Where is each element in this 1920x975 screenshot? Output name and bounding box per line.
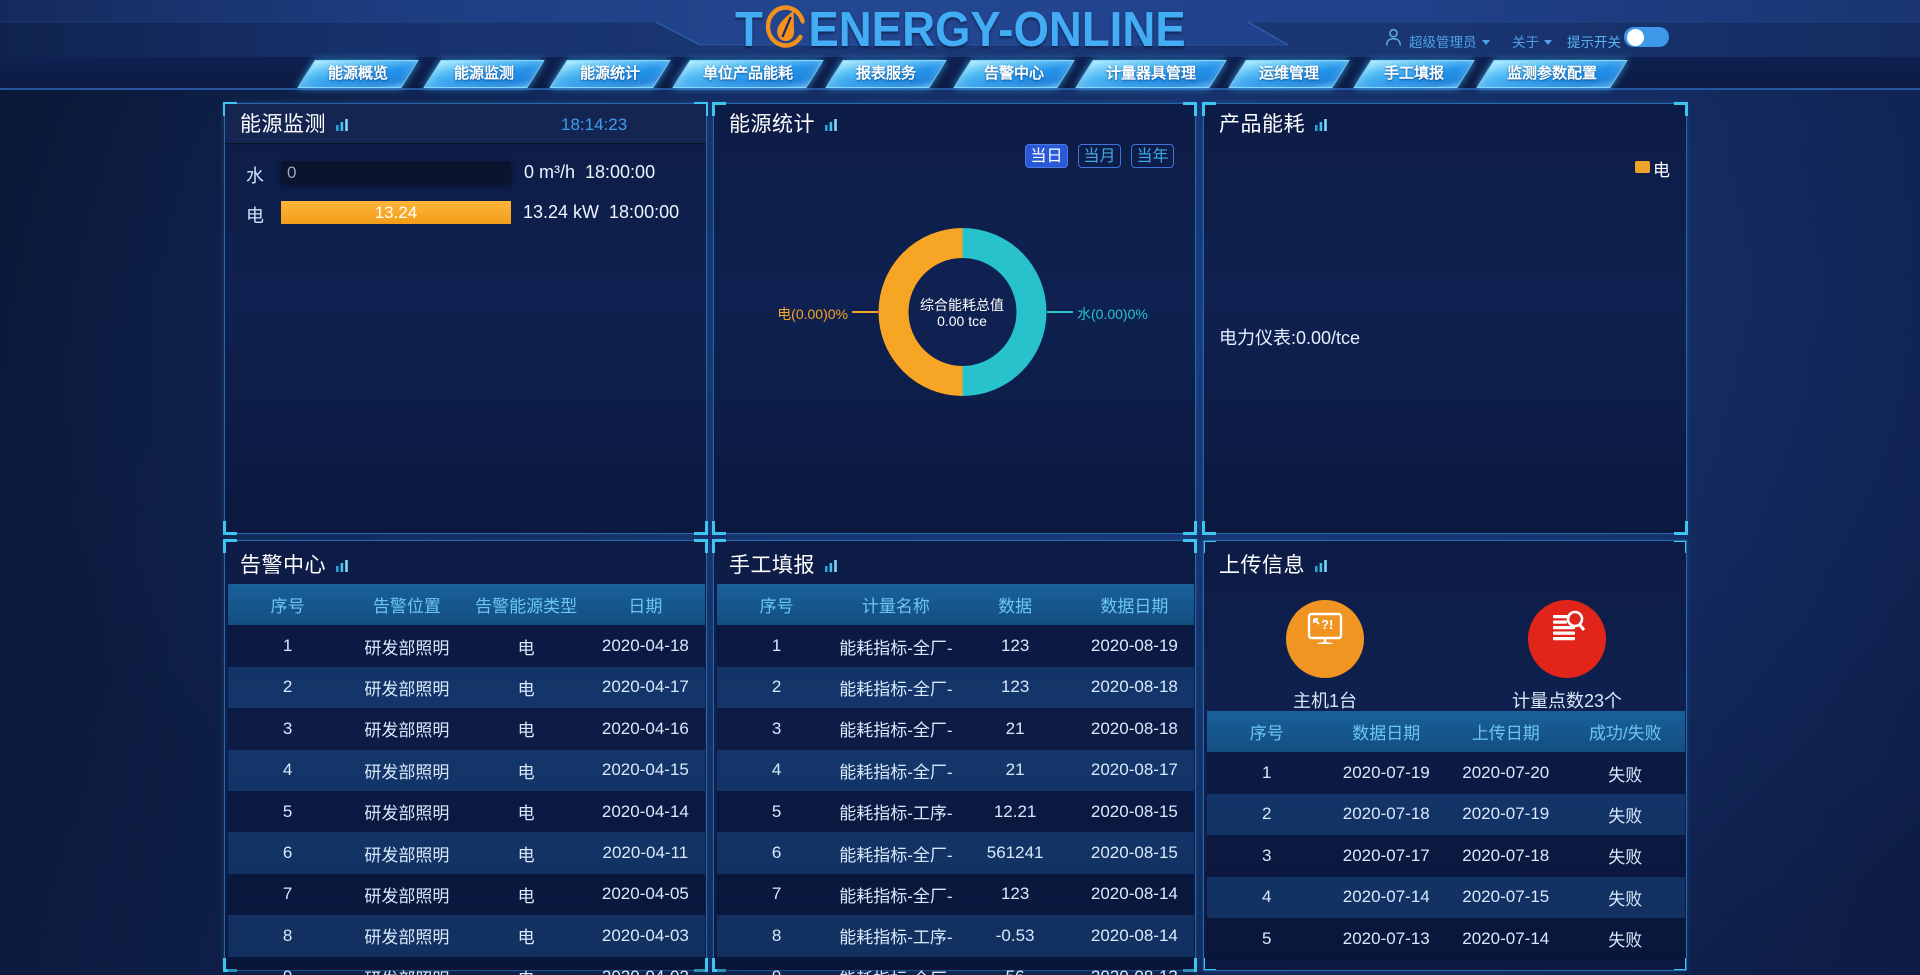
svg-text:?!: ?! [1321, 617, 1333, 632]
